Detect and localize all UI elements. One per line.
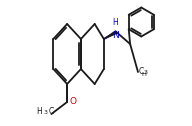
Text: H: H	[36, 107, 42, 117]
Text: 3: 3	[143, 70, 147, 74]
Text: N: N	[112, 31, 118, 40]
Text: H: H	[141, 72, 146, 77]
Text: H: H	[112, 18, 118, 27]
Text: C: C	[139, 68, 144, 76]
Text: O: O	[69, 98, 76, 106]
Text: 3: 3	[44, 110, 47, 115]
Text: C: C	[49, 107, 54, 117]
Polygon shape	[104, 31, 117, 39]
